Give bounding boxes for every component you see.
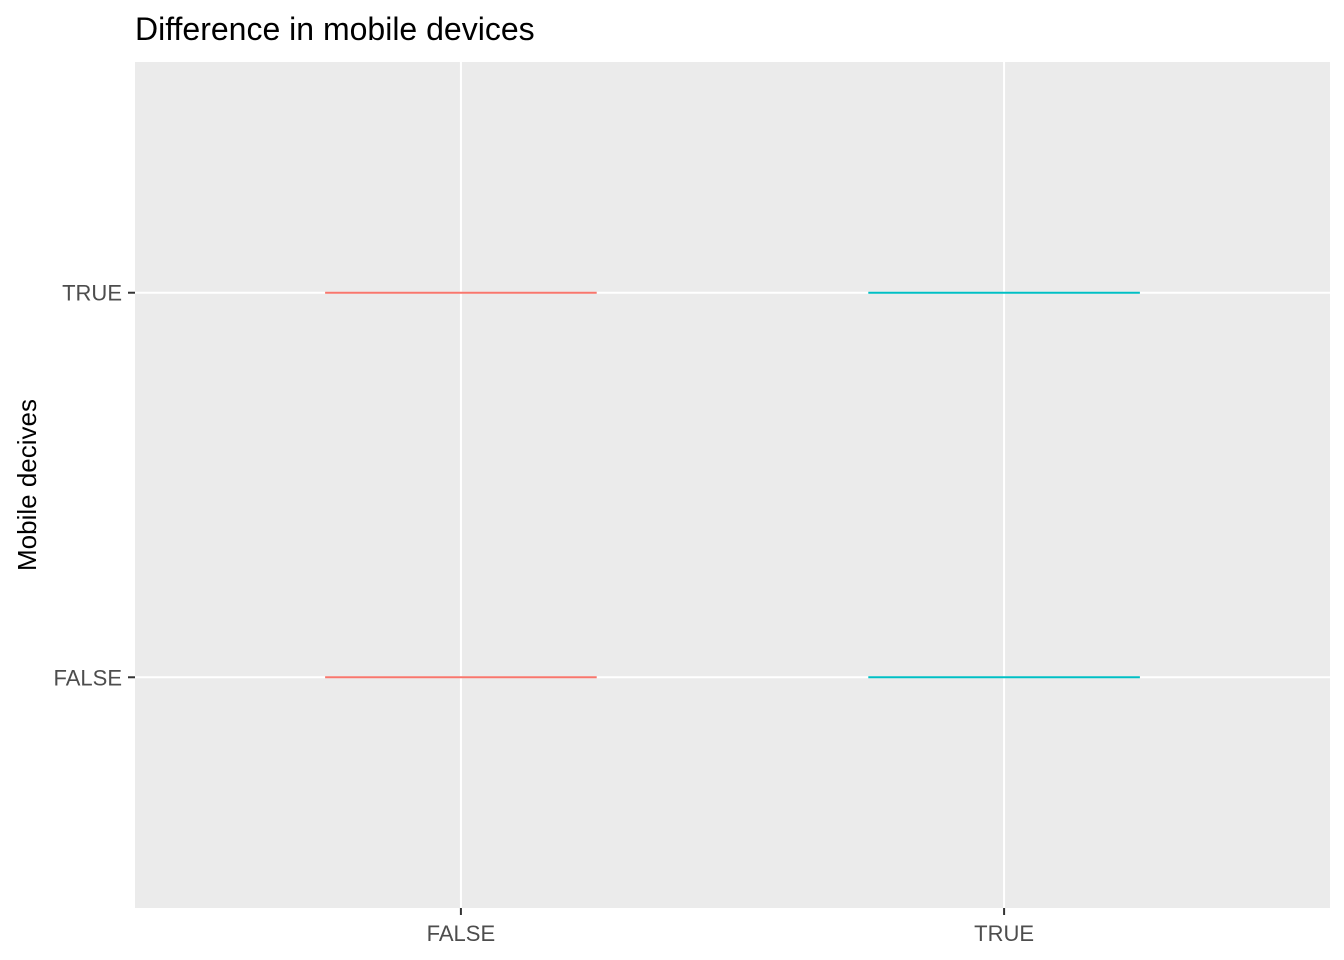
- x-tick-label: FALSE: [427, 921, 495, 946]
- x-tick-label: TRUE: [974, 921, 1034, 946]
- y-tick-label: FALSE: [54, 665, 122, 690]
- chart-title: Difference in mobile devices: [135, 11, 535, 47]
- y-tick-label: TRUE: [62, 281, 122, 306]
- plot-panel: [135, 62, 1330, 908]
- y-axis-title: Mobile decives: [12, 399, 42, 571]
